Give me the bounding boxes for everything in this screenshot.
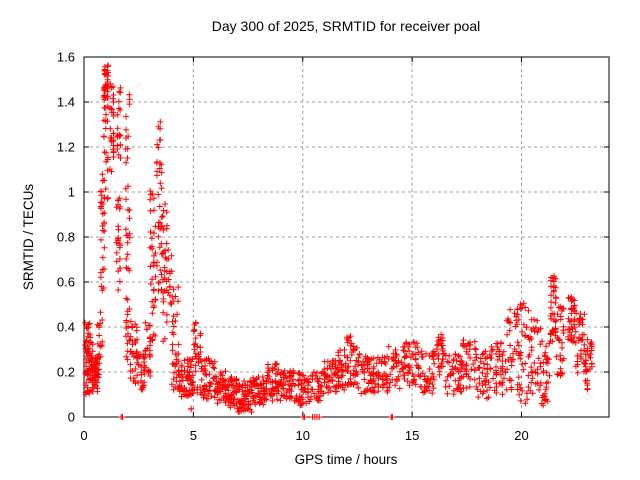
y-tick-label: 1.4 [57,95,75,110]
x-tick-labels: 0 5 10 15 20 [80,428,528,443]
y-tick-label: 1.2 [57,140,75,155]
y-tick-label: 0 [68,410,75,425]
y-tick-label: 1 [68,185,75,200]
x-tick-label: 10 [296,428,310,443]
data-point-markers [82,62,595,420]
plot-border [83,56,610,418]
x-tick-label: 5 [190,428,197,443]
x-axis-label: GPS time / hours [295,452,398,467]
x-tick-label: 20 [514,428,528,443]
scatter-points [82,62,595,420]
x-tick-label: 15 [405,428,419,443]
y-tick-label: 0.2 [57,365,75,380]
y-tick-label: 1.6 [57,50,75,65]
y-tick-label: 0.8 [57,230,75,245]
gridlines [84,57,609,417]
y-tick-label: 0.6 [57,275,75,290]
y-axis-label: SRMTID / TECUs [21,184,36,291]
y-tick-labels: 0 0.2 0.4 0.6 0.8 1 1.2 1.4 1.6 [57,50,75,425]
y-tick-label: 0.4 [57,320,75,335]
x-tick-label: 0 [80,428,87,443]
chart-title: Day 300 of 2025, SRMTID for receiver poa… [212,18,480,34]
